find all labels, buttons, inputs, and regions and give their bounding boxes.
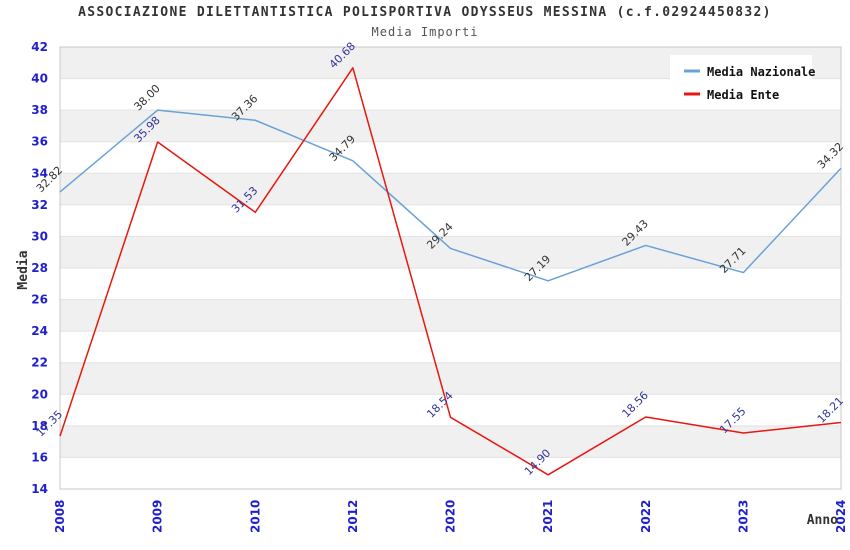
- plot-band: [60, 299, 841, 332]
- series-line-media-ente: [59, 67, 842, 476]
- chart-title: ASSOCIAZIONE DILETTANTISTICA POLISPORTIV…: [78, 5, 772, 20]
- y-tick-label: 32: [31, 198, 48, 212]
- y-tick-label: 28: [31, 261, 48, 275]
- legend: Media Nazionale Media Ente: [670, 55, 815, 107]
- plot-border: [59, 46, 842, 490]
- x-axis-title: Anno: [807, 513, 838, 528]
- plot-band: [60, 425, 841, 458]
- series-line-media-nazionale: [59, 109, 842, 282]
- x-tick-label: 2010: [248, 500, 262, 533]
- x-tick-label: 2009: [151, 500, 165, 533]
- data-label-media-ente: 18.21: [815, 394, 846, 425]
- chart-subtitle: Media Importi: [371, 25, 479, 39]
- y-axis-title: Media: [16, 250, 31, 289]
- x-tick-label: 2023: [736, 500, 750, 533]
- plot-band: [60, 236, 841, 268]
- legend-label: Media Ente: [707, 88, 779, 102]
- legend-label: Media Nazionale: [707, 65, 815, 79]
- y-tick-label: 26: [31, 293, 48, 307]
- y-tick-label: 22: [31, 356, 48, 370]
- x-tick-label: 2012: [346, 500, 360, 533]
- y-tick-label: 20: [31, 387, 48, 401]
- x-tick-label: 2008: [53, 500, 67, 533]
- x-tick-label: 2024: [834, 500, 848, 533]
- x-tick-label: 2020: [444, 500, 458, 533]
- data-label-media-nazionale: 34.32: [815, 140, 846, 171]
- y-tick-label: 38: [31, 103, 48, 117]
- plot-band: [60, 362, 841, 395]
- y-tick-label: 18: [31, 419, 48, 433]
- plot-band: [60, 173, 841, 205]
- y-tick-label: 42: [31, 40, 48, 54]
- data-label-media-nazionale: 38.00: [131, 82, 162, 113]
- plot-band: [60, 110, 841, 142]
- y-tick-label: 14: [31, 482, 48, 496]
- y-tick-label: 30: [31, 229, 48, 243]
- y-tick-label: 36: [31, 135, 48, 149]
- legend-box: [670, 55, 812, 107]
- y-tick-label: 16: [31, 450, 48, 464]
- y-tick-label: 24: [31, 324, 48, 338]
- x-tick-label: 2021: [541, 500, 555, 533]
- x-tick-label: 2022: [639, 500, 653, 533]
- y-tick-label: 40: [31, 72, 48, 86]
- y-tick-label: 34: [31, 166, 48, 180]
